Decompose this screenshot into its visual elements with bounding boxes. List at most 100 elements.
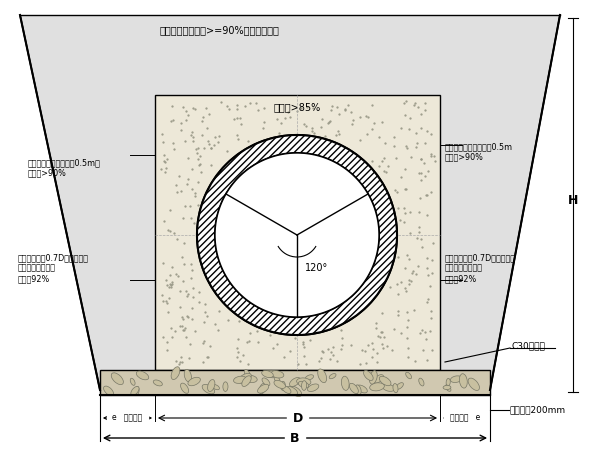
Point [377,309,387,316]
Point [387,346,397,354]
Bar [100,370,490,395]
Point [167,280,177,288]
Ellipse shape [262,378,270,386]
Point [410,99,420,107]
Point [328,102,337,109]
Point [188,284,198,292]
Point [161,165,170,172]
Point [347,342,356,349]
Point [191,189,200,197]
Point [159,217,169,224]
Ellipse shape [468,378,479,391]
Point [222,147,232,154]
Ellipse shape [274,376,280,383]
Point [397,173,406,180]
Point [326,348,336,356]
Point [425,327,435,334]
Point [308,105,317,112]
Point [427,152,436,159]
Point [210,321,220,328]
Point [428,346,437,353]
Point [403,251,412,258]
Point [409,267,418,274]
Point [223,316,233,323]
Point [202,353,212,360]
Point [402,334,412,341]
Point [415,194,425,201]
Ellipse shape [419,378,424,386]
Text: 密实度>85%: 密实度>85% [274,102,320,112]
Ellipse shape [370,371,377,384]
Point [167,103,177,110]
Point [187,165,197,172]
Point [336,327,346,334]
Point [418,243,427,251]
Point [367,101,377,108]
Ellipse shape [406,372,412,379]
Point [194,162,203,169]
Point [203,354,212,361]
Point [334,130,343,138]
Ellipse shape [382,384,395,392]
Ellipse shape [302,381,307,390]
Point [283,108,292,116]
Point [340,106,350,113]
Point [379,154,389,162]
Point [397,124,406,131]
Point [268,344,278,351]
Point [181,288,190,295]
Point [274,129,284,136]
Point [197,117,206,124]
Ellipse shape [271,371,284,378]
Point [378,345,388,352]
Point [361,112,371,120]
Point [379,333,388,341]
Point [373,332,382,339]
Ellipse shape [451,376,462,382]
Point [373,350,382,357]
Point [332,357,342,364]
Text: 夯实填区：至管顶以上0.5m，
密实度>90%: 夯实填区：至管顶以上0.5m， 密实度>90% [28,158,101,178]
Point [166,281,176,288]
Point [362,130,372,138]
Point [340,105,349,112]
Point [232,345,241,352]
Point [183,155,193,162]
Ellipse shape [364,370,373,381]
Point [165,271,175,278]
Point [171,357,181,364]
Point [206,343,215,350]
Point [217,98,226,105]
Point [397,329,406,337]
Point [166,117,176,125]
Point [379,167,388,174]
Point [179,326,189,333]
Point [402,144,412,152]
Ellipse shape [349,383,358,394]
Ellipse shape [307,384,319,392]
Point [166,284,176,291]
Point [317,347,327,354]
Ellipse shape [188,377,200,386]
Point [422,298,431,305]
Point [414,224,424,231]
Bar [0,0,600,15]
Point [422,254,431,261]
Point [265,331,274,338]
Point [377,340,387,347]
Point [181,137,190,144]
Point [307,127,317,135]
Point [375,333,385,341]
Point [409,307,418,314]
Point [323,345,333,352]
Point [189,219,199,226]
Point [302,103,312,110]
Point [421,192,430,199]
Point [259,104,269,112]
Ellipse shape [289,378,301,387]
Point [367,157,377,164]
Ellipse shape [393,383,398,393]
Point [197,131,207,139]
Point [157,292,167,299]
Point [195,152,205,159]
